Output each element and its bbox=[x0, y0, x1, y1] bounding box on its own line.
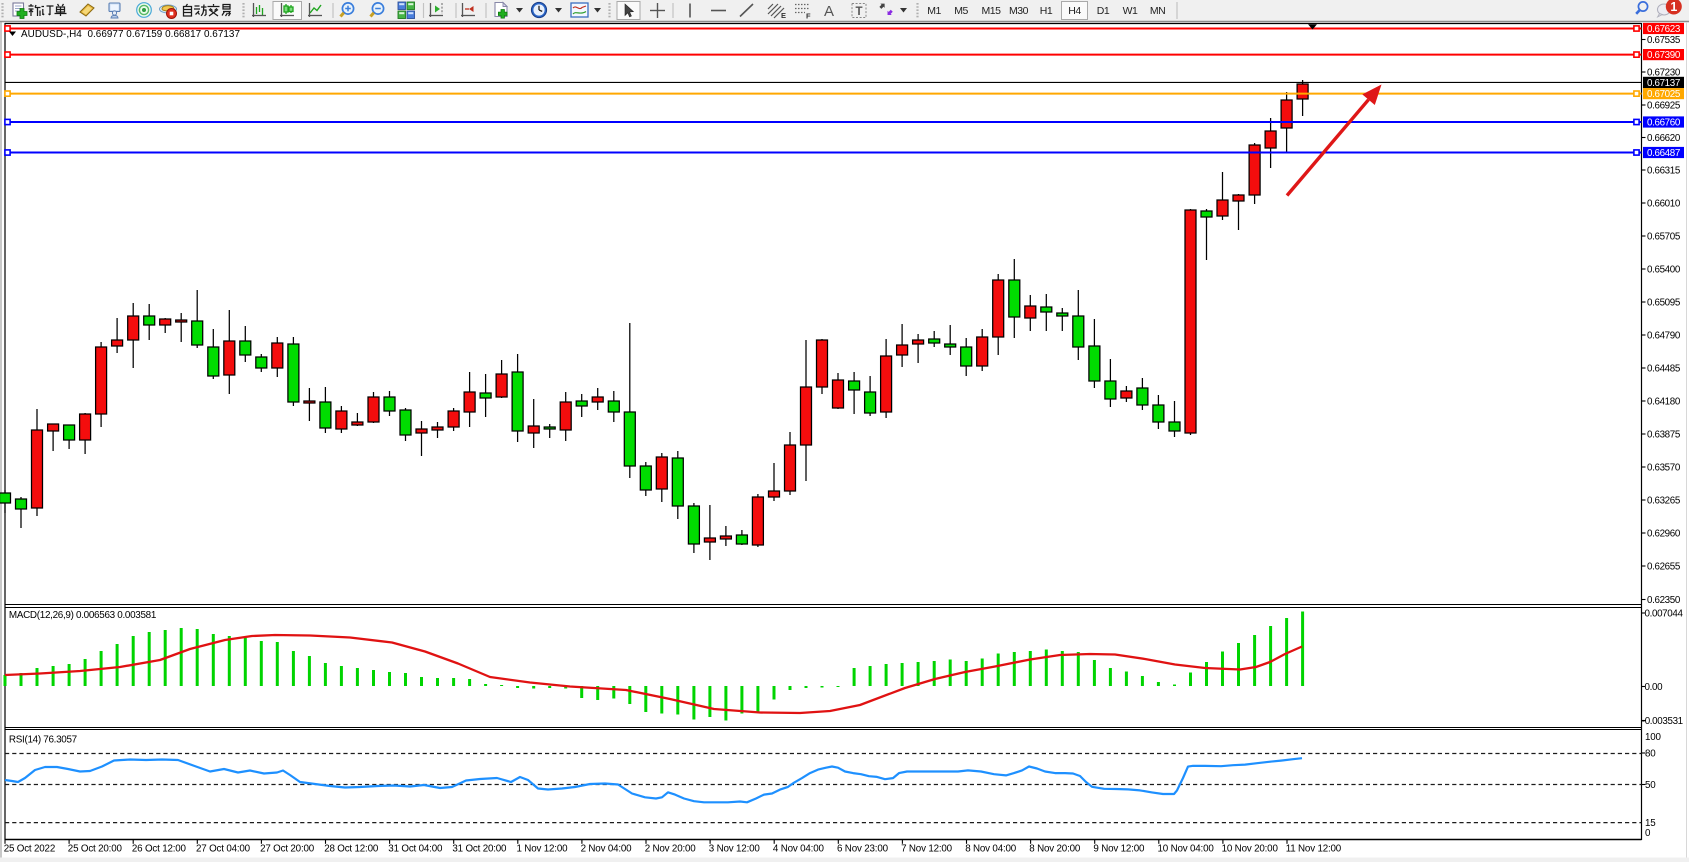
svg-text:31 Oct 20:00: 31 Oct 20:00 bbox=[452, 844, 507, 855]
svg-text:1 Nov 12:00: 1 Nov 12:00 bbox=[517, 844, 569, 855]
svg-text:2 Nov 20:00: 2 Nov 20:00 bbox=[645, 844, 697, 855]
svg-text:0.67230: 0.67230 bbox=[1647, 68, 1681, 79]
svg-text:27 Oct 20:00: 27 Oct 20:00 bbox=[260, 844, 315, 855]
svg-text:25 Oct 20:00: 25 Oct 20:00 bbox=[68, 844, 123, 855]
svg-text:0.66760: 0.66760 bbox=[1647, 118, 1681, 129]
svg-text:0.67137: 0.67137 bbox=[1647, 78, 1680, 89]
svg-text:D1: D1 bbox=[1097, 5, 1110, 17]
svg-text:10 Nov 04:00: 10 Nov 04:00 bbox=[1158, 844, 1215, 855]
svg-text:MN: MN bbox=[1150, 5, 1165, 17]
svg-text:2 Nov 04:00: 2 Nov 04:00 bbox=[581, 844, 633, 855]
svg-text:0.67390: 0.67390 bbox=[1647, 50, 1681, 61]
svg-text:-0.003531: -0.003531 bbox=[1642, 716, 1683, 727]
svg-text:0.63570: 0.63570 bbox=[1647, 463, 1681, 474]
svg-text:0.63265: 0.63265 bbox=[1647, 496, 1681, 507]
svg-text:0: 0 bbox=[1645, 828, 1651, 839]
svg-text:0.00: 0.00 bbox=[1645, 682, 1664, 693]
svg-text:9 Nov 12:00: 9 Nov 12:00 bbox=[1093, 844, 1145, 855]
svg-text:F: F bbox=[806, 12, 811, 21]
svg-text:11 Nov 12:00: 11 Nov 12:00 bbox=[1286, 844, 1342, 855]
svg-text:27 Oct 04:00: 27 Oct 04:00 bbox=[196, 844, 251, 855]
svg-text:80: 80 bbox=[1645, 749, 1656, 760]
svg-text:0.64180: 0.64180 bbox=[1647, 397, 1681, 408]
svg-text:M15: M15 bbox=[982, 5, 1002, 17]
svg-text:0.66925: 0.66925 bbox=[1647, 101, 1681, 112]
svg-text:H1: H1 bbox=[1040, 5, 1053, 17]
svg-text:0.66487: 0.66487 bbox=[1647, 148, 1680, 159]
svg-text:H4: H4 bbox=[1068, 5, 1081, 17]
svg-text:RSI(14) 76.3057: RSI(14) 76.3057 bbox=[9, 734, 77, 745]
svg-text:50: 50 bbox=[1645, 780, 1656, 791]
svg-text:T: T bbox=[856, 6, 863, 18]
svg-text:A: A bbox=[824, 3, 834, 20]
svg-text:10 Nov 20:00: 10 Nov 20:00 bbox=[1222, 844, 1279, 855]
svg-text:15: 15 bbox=[1645, 818, 1656, 829]
svg-text:8 Nov 20:00: 8 Nov 20:00 bbox=[1029, 844, 1081, 855]
svg-text:26 Oct 12:00: 26 Oct 12:00 bbox=[132, 844, 187, 855]
svg-text:100: 100 bbox=[1645, 732, 1661, 743]
svg-text:0.65705: 0.65705 bbox=[1647, 232, 1681, 243]
svg-text:4 Nov 04:00: 4 Nov 04:00 bbox=[773, 844, 825, 855]
svg-text:E: E bbox=[781, 11, 786, 20]
svg-text:28 Oct 12:00: 28 Oct 12:00 bbox=[324, 844, 379, 855]
svg-text:0.007044: 0.007044 bbox=[1645, 609, 1684, 620]
svg-text:0.62960: 0.62960 bbox=[1647, 529, 1681, 540]
svg-text:3 Nov 12:00: 3 Nov 12:00 bbox=[709, 844, 761, 855]
svg-text:M30: M30 bbox=[1009, 5, 1029, 17]
svg-text:7 Nov 12:00: 7 Nov 12:00 bbox=[901, 844, 953, 855]
svg-text:0.65400: 0.65400 bbox=[1647, 265, 1681, 276]
svg-text:0.63875: 0.63875 bbox=[1647, 430, 1681, 441]
svg-text:MACD(12,26,9) 0.006563 0.00358: MACD(12,26,9) 0.006563 0.003581 bbox=[9, 610, 157, 621]
svg-text:8 Nov 04:00: 8 Nov 04:00 bbox=[965, 844, 1017, 855]
svg-text:M1: M1 bbox=[927, 5, 941, 17]
svg-text:W1: W1 bbox=[1123, 5, 1138, 17]
svg-text:0.67535: 0.67535 bbox=[1647, 35, 1681, 46]
svg-text:M5: M5 bbox=[954, 5, 968, 17]
svg-text:0.64790: 0.64790 bbox=[1647, 331, 1681, 342]
svg-text:0.62350: 0.62350 bbox=[1647, 595, 1681, 606]
svg-text:1: 1 bbox=[1670, 0, 1677, 14]
svg-text:6 Nov 23:00: 6 Nov 23:00 bbox=[837, 844, 889, 855]
svg-text:0.66620: 0.66620 bbox=[1647, 133, 1681, 144]
svg-text:0.64485: 0.64485 bbox=[1647, 364, 1681, 375]
svg-text:0.62655: 0.62655 bbox=[1647, 562, 1681, 573]
svg-text:AUDUSD-,H4 0.66977 0.67159 0.: AUDUSD-,H4 0.66977 0.67159 0.66817 0.671… bbox=[21, 29, 240, 40]
svg-text:0.67623: 0.67623 bbox=[1647, 24, 1681, 35]
svg-text:31 Oct 04:00: 31 Oct 04:00 bbox=[388, 844, 443, 855]
svg-text:25 Oct 2022: 25 Oct 2022 bbox=[4, 844, 55, 855]
svg-text:0.67025: 0.67025 bbox=[1647, 89, 1681, 100]
svg-text:0.65095: 0.65095 bbox=[1647, 298, 1681, 309]
svg-text:0.66010: 0.66010 bbox=[1647, 199, 1681, 210]
svg-text:0.66315: 0.66315 bbox=[1647, 166, 1681, 177]
